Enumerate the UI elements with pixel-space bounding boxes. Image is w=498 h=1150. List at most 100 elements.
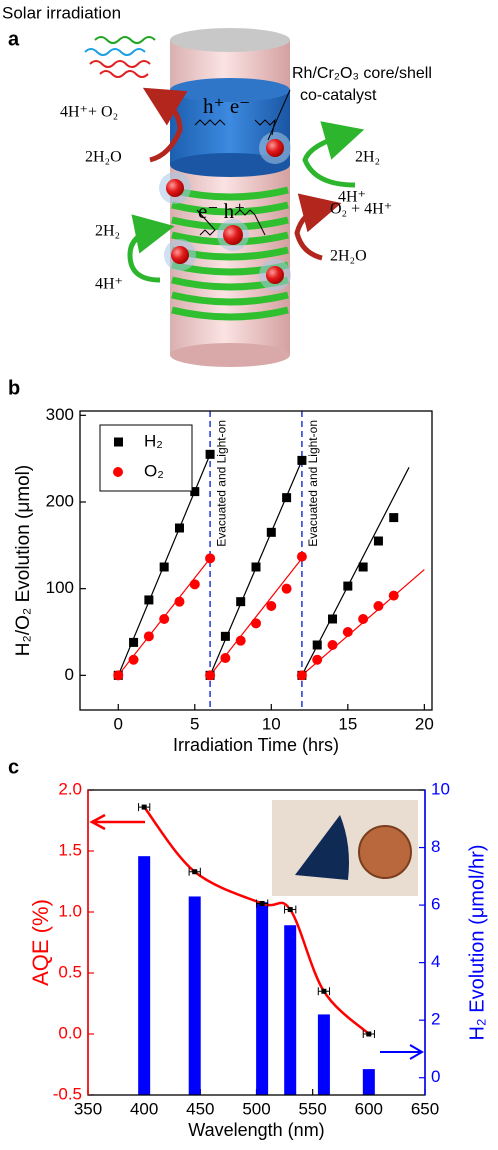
point xyxy=(312,654,323,665)
legend-marker xyxy=(114,437,123,447)
point xyxy=(159,562,169,572)
y2-tick-label: 2 xyxy=(431,1010,440,1029)
y-tick-label: 200 xyxy=(46,491,74,510)
y-axis-label: H₂/O₂ Evolution (μmol) xyxy=(13,465,34,656)
point xyxy=(220,631,230,641)
legend-box xyxy=(99,424,193,492)
x-tick-label: 600 xyxy=(355,1099,383,1118)
legend-label: H₂ xyxy=(144,431,163,450)
y-tick-label: 2.0 xyxy=(58,779,82,798)
point xyxy=(113,670,124,681)
panel-a: Solar irradiation a xyxy=(2,3,432,367)
panel-label: a xyxy=(8,28,20,50)
species: 2H₂ xyxy=(95,223,120,240)
y-axis-label: AQE (%) xyxy=(28,899,53,986)
x-tick-label: 450 xyxy=(186,1099,214,1118)
point xyxy=(358,614,369,624)
point xyxy=(373,536,383,546)
point xyxy=(174,523,184,533)
point xyxy=(366,1031,372,1037)
point xyxy=(281,583,292,594)
y-tick-label: 0.0 xyxy=(58,1023,82,1042)
point xyxy=(343,581,353,591)
annotation: Evacuated and Light-on xyxy=(306,420,320,547)
y-tick-label: -0.5 xyxy=(53,1084,82,1103)
point xyxy=(205,553,216,564)
point xyxy=(192,869,198,875)
point xyxy=(259,900,265,906)
x-axis-label: Wavelength (nm) xyxy=(188,1120,324,1140)
bar xyxy=(362,1069,375,1095)
point xyxy=(266,527,276,537)
point xyxy=(328,614,338,624)
point xyxy=(358,562,368,572)
point xyxy=(190,487,200,497)
panel-label: b xyxy=(8,377,20,399)
y2-tick-label: 6 xyxy=(431,895,440,914)
bar xyxy=(138,856,151,1095)
nanowire xyxy=(159,28,291,367)
species: 4H⁺ xyxy=(338,189,366,206)
y2-axis-label: H₂ Evolution (μmol/hr) xyxy=(466,844,488,1040)
point xyxy=(296,551,307,562)
point xyxy=(128,654,139,665)
cocatalyst-label: co-catalyst xyxy=(300,87,377,104)
y-tick-label: 0.5 xyxy=(58,962,82,981)
x-axis-label: Irradiation Time (hrs) xyxy=(173,735,339,755)
point xyxy=(296,670,307,681)
axis-arrow xyxy=(380,1044,424,1060)
bar xyxy=(317,1014,330,1095)
point xyxy=(373,601,384,611)
inset-coin xyxy=(358,825,412,879)
x-tick-label: 350 xyxy=(74,1099,102,1118)
x-tick-label: 0 xyxy=(114,714,123,733)
species: 4H⁺ xyxy=(95,276,123,293)
panel-label: c xyxy=(8,756,19,778)
x-tick-label: 400 xyxy=(130,1099,158,1118)
point xyxy=(388,590,399,601)
point xyxy=(143,631,154,642)
point xyxy=(235,635,246,646)
x-tick-label: 500 xyxy=(242,1099,270,1118)
point xyxy=(220,653,231,663)
species: 2H₂O xyxy=(330,248,367,265)
x-tick-label: 550 xyxy=(298,1099,326,1118)
y-tick-label: 0 xyxy=(65,665,74,684)
point xyxy=(159,614,170,624)
reaction-arrows xyxy=(127,87,365,283)
point xyxy=(282,493,292,503)
y2-tick-label: 0 xyxy=(431,1067,440,1086)
point xyxy=(297,455,307,465)
x-tick-label: 20 xyxy=(415,714,434,733)
plot-frame xyxy=(79,410,433,711)
point xyxy=(251,562,261,572)
point xyxy=(321,988,327,994)
point xyxy=(174,596,185,607)
x-tick-label: 10 xyxy=(262,714,281,733)
species: O₂ + 4H⁺ xyxy=(330,201,392,218)
y-tick-label: 300 xyxy=(46,405,74,424)
carriers: h⁺ e⁻ xyxy=(203,94,250,118)
point xyxy=(189,579,200,590)
point xyxy=(141,804,147,810)
point xyxy=(205,670,216,681)
point xyxy=(312,640,322,650)
point xyxy=(287,907,293,913)
point xyxy=(129,637,139,647)
carriers: e⁻ h⁺ xyxy=(198,199,245,223)
diagram-title: Solar irradiation xyxy=(2,3,121,22)
legend-marker xyxy=(113,467,123,477)
y2-tick-label: 4 xyxy=(431,952,440,971)
point xyxy=(205,449,215,459)
point xyxy=(144,595,154,605)
bar xyxy=(284,925,297,1095)
axis-arrow xyxy=(89,813,145,831)
species: 2H₂O xyxy=(85,149,122,166)
y-tick-label: 1.0 xyxy=(58,901,82,920)
y2-tick-label: 10 xyxy=(431,779,450,798)
point xyxy=(236,597,246,607)
x-tick-label: 5 xyxy=(190,714,199,733)
species: 4H⁺+ O₂ xyxy=(60,104,118,121)
